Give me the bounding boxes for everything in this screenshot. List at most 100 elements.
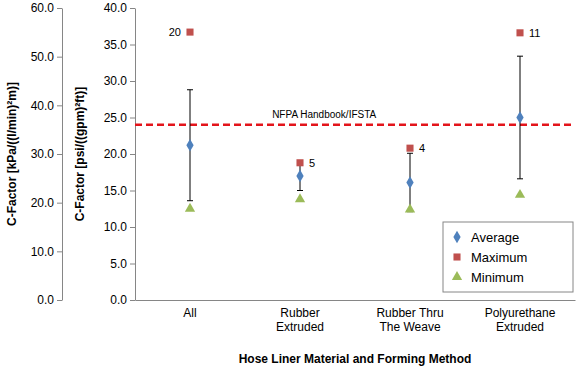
tick-mark bbox=[130, 191, 135, 192]
y-axis-line bbox=[135, 9, 136, 301]
marker bbox=[186, 139, 193, 152]
count-label: 4 bbox=[419, 142, 425, 154]
tick-label: 40.0 bbox=[31, 99, 55, 113]
tick-label: PolyurethaneExtruded bbox=[485, 306, 556, 334]
tick-mark bbox=[57, 105, 62, 106]
tick: 40.0 bbox=[31, 99, 62, 113]
tick: 30.0 bbox=[104, 74, 135, 88]
legend-marker bbox=[453, 253, 460, 260]
legend-marker bbox=[452, 271, 462, 280]
marker bbox=[296, 159, 303, 166]
marker bbox=[406, 176, 413, 189]
tick-label: 25.0 bbox=[104, 111, 128, 125]
tick-mark bbox=[130, 227, 135, 228]
tick-label: 50.0 bbox=[31, 50, 55, 64]
y-axis: 0.0 5.0 10.0 15.0 20.0 25.0 30.0 35.0 40.0 bbox=[104, 1, 136, 307]
tick: PolyurethaneExtruded bbox=[485, 300, 556, 334]
marker bbox=[515, 189, 525, 198]
tick-mark bbox=[57, 8, 62, 9]
tick-label: 35.0 bbox=[104, 38, 128, 52]
legend-marker bbox=[453, 231, 460, 244]
tick-mark bbox=[130, 300, 135, 301]
tick-label: 5.0 bbox=[110, 257, 127, 271]
tick-label: 0.0 bbox=[37, 293, 54, 307]
tick-label: 20.0 bbox=[104, 147, 128, 161]
error-bar-cap bbox=[407, 153, 413, 154]
error-bar bbox=[407, 153, 413, 211]
error-bar bbox=[187, 90, 193, 201]
chart: 0.0 5.0 10.0 15.0 20.0 25.0 30.0 35.0 40.0 0.0 10.… bbox=[0, 0, 586, 369]
legend-box bbox=[443, 222, 573, 292]
tick-mark bbox=[57, 251, 62, 252]
y2-axis-line bbox=[62, 9, 63, 301]
series-0 bbox=[186, 111, 523, 189]
tick-label: 30.0 bbox=[104, 74, 128, 88]
marker bbox=[295, 193, 305, 202]
tick: RubberExtruded bbox=[276, 300, 324, 334]
marker bbox=[296, 170, 303, 183]
tick: 5.0 bbox=[110, 257, 135, 271]
legend-entry: Average bbox=[453, 230, 519, 245]
series-2 bbox=[185, 189, 525, 213]
tick: 25.0 bbox=[104, 111, 135, 125]
count-label: 11 bbox=[529, 27, 540, 39]
y2-axis-title: C-Factor [kPa/((l/min)²m)] bbox=[5, 82, 19, 226]
marker bbox=[405, 204, 415, 213]
count-label: 20 bbox=[169, 26, 181, 38]
tick: Rubber ThruThe Weave bbox=[376, 300, 443, 334]
tick-mark bbox=[130, 264, 135, 265]
series-1 bbox=[186, 29, 523, 167]
tick: 30.0 bbox=[31, 147, 62, 161]
error-bar-cap bbox=[187, 89, 193, 90]
tick-label: 60.0 bbox=[31, 1, 55, 15]
legend: Average Maximum Minimum bbox=[443, 222, 573, 292]
tick-label: 15.0 bbox=[104, 184, 128, 198]
legend-entry: Maximum bbox=[453, 250, 527, 265]
tick: 20.0 bbox=[104, 147, 135, 161]
marker bbox=[186, 29, 193, 36]
tick-mark bbox=[130, 8, 135, 9]
legend-label: Minimum bbox=[471, 270, 524, 285]
x-axis: All RubberExtruded Rubber ThruThe Weave Pol… bbox=[136, 300, 576, 334]
tick-mark bbox=[130, 154, 135, 155]
tick: 0.0 bbox=[37, 293, 62, 307]
y2-axis: 0.0 10.0 20.0 30.0 40.0 50.0 60.0 bbox=[31, 1, 63, 307]
reference-line bbox=[135, 124, 575, 127]
legend-entry: Minimum bbox=[452, 270, 524, 285]
tick: 0.0 bbox=[110, 293, 135, 307]
tick-mark bbox=[130, 81, 135, 82]
tick: 10.0 bbox=[31, 245, 62, 259]
plot-area bbox=[135, 29, 575, 213]
y-axis-title: C-Factor [psi/((gpm)²ft)] bbox=[73, 87, 87, 222]
tick-mark bbox=[130, 118, 135, 119]
tick-mark bbox=[57, 300, 62, 301]
tick: 15.0 bbox=[104, 184, 135, 198]
legend-label: Average bbox=[471, 230, 519, 245]
tick-mark bbox=[130, 45, 135, 46]
reference-label: NFPA Handbook/IFSTA bbox=[272, 109, 376, 120]
tick-label: 20.0 bbox=[31, 196, 55, 210]
marker bbox=[516, 111, 523, 124]
tick: 40.0 bbox=[104, 1, 135, 15]
tick-mark bbox=[57, 154, 62, 155]
error-bars bbox=[187, 56, 523, 211]
error-bar-cap bbox=[517, 178, 523, 179]
x-axis-line bbox=[136, 300, 576, 301]
error-bar bbox=[517, 56, 523, 179]
tick-label: 10.0 bbox=[31, 245, 55, 259]
tick-label: Rubber ThruThe Weave bbox=[376, 306, 443, 334]
tick-label: 0.0 bbox=[110, 293, 127, 307]
error-bar-cap bbox=[517, 56, 523, 57]
tick: 60.0 bbox=[31, 1, 62, 15]
error-bar-cap bbox=[187, 200, 193, 201]
tick-mark bbox=[57, 57, 62, 58]
tick: 50.0 bbox=[31, 50, 62, 64]
marker bbox=[406, 145, 413, 152]
tick-label: All bbox=[183, 306, 196, 320]
tick: All bbox=[183, 300, 196, 320]
tick-mark bbox=[57, 203, 62, 204]
tick: 20.0 bbox=[31, 196, 62, 210]
marker bbox=[516, 29, 523, 36]
error-bar-cap bbox=[297, 190, 303, 191]
tick-label: 10.0 bbox=[104, 220, 128, 234]
